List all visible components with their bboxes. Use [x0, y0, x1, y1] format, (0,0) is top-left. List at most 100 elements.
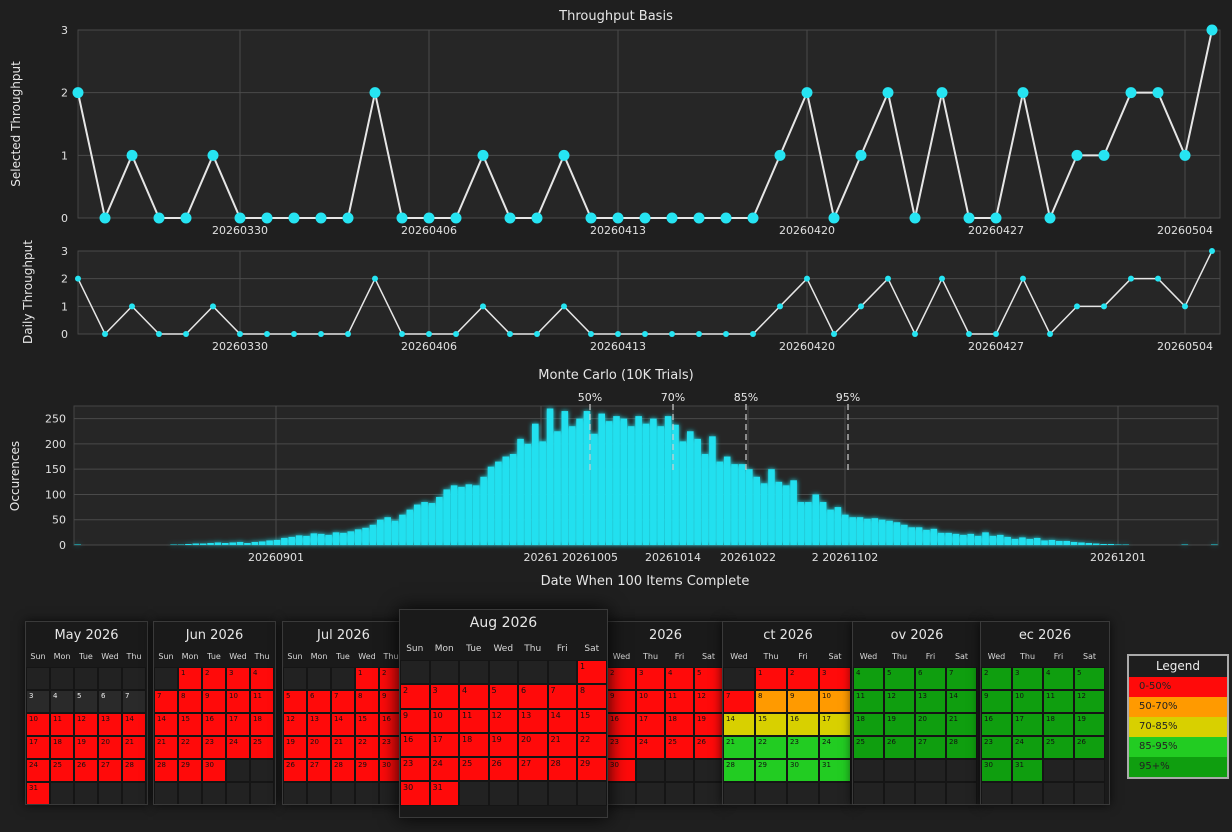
- data-point: [399, 331, 405, 337]
- calendar-weekdays: Sun Mon Tue Wed Thu Fri Sat: [400, 644, 607, 654]
- data-point: [369, 87, 381, 99]
- chart1-title: Throughput Basis: [558, 9, 673, 24]
- weekday-label: Sun: [287, 652, 303, 661]
- calendar-day: [884, 782, 915, 804]
- calendar-weekdays: Sun Mon Tue Wed Thu: [154, 652, 274, 661]
- histogram-bar: [332, 532, 340, 545]
- calendar-day: [74, 782, 98, 804]
- calendar-day: 8: [577, 684, 607, 709]
- histogram-bar: [989, 535, 997, 545]
- calendar-day: 28: [154, 759, 178, 782]
- calendar-day: 14: [946, 690, 977, 713]
- histogram-bar: [310, 533, 318, 545]
- chart3-ylabel: Occurences: [8, 441, 22, 511]
- calendar-day: [122, 667, 146, 690]
- data-point: [75, 275, 81, 282]
- xtick-label: 20260420: [779, 224, 835, 237]
- calendar-day: 19: [74, 736, 98, 759]
- calendar-day: 5: [1074, 667, 1105, 690]
- calendar-day: 20: [518, 732, 548, 758]
- plot-area: [77, 250, 1221, 335]
- histogram-bar: [812, 494, 820, 545]
- data-point: [423, 212, 435, 224]
- calendar-day: 16: [787, 713, 819, 736]
- calendar-day: 20: [98, 736, 122, 759]
- calendar-day: [307, 782, 331, 804]
- calendar-day: [853, 782, 884, 804]
- histogram-bar: [841, 514, 849, 545]
- chart1-yticks: 0 1 2 3: [61, 24, 68, 225]
- data-point: [642, 331, 648, 337]
- calendar-day: [283, 782, 307, 804]
- weekday-label: Tue: [207, 652, 221, 661]
- histogram-bar: [849, 517, 856, 545]
- calendar-day: 21: [723, 736, 755, 759]
- data-point: [1152, 87, 1164, 99]
- data-point: [264, 331, 270, 337]
- ytick-label: 50: [52, 514, 66, 527]
- calendar-day: 17: [1012, 713, 1043, 736]
- histogram-bar: [1041, 540, 1048, 545]
- histogram-bar: [251, 541, 259, 545]
- throughput-basis-chart: Throughput Basis Selected Throughput 0 1 2…: [9, 9, 1221, 237]
- data-point: [1098, 149, 1110, 161]
- histogram-bar: [362, 527, 369, 545]
- data-point: [939, 275, 945, 282]
- data-point: [855, 149, 867, 161]
- calendar-day: [331, 782, 355, 804]
- chart1-series: [72, 24, 1218, 224]
- calendar-day: 30: [981, 759, 1012, 782]
- histogram-bar: [399, 514, 406, 545]
- calendar-day: 20: [915, 713, 946, 736]
- weekday-label: Tue: [466, 644, 482, 654]
- percentile-label: 50%: [578, 391, 602, 404]
- calendar-day: 21: [154, 736, 178, 759]
- legend-item-85-95: 85-95%: [1129, 737, 1227, 757]
- calendar-day: 12: [283, 713, 307, 736]
- histogram-bar: [554, 431, 561, 545]
- histogram-bar: [384, 517, 391, 545]
- data-point: [774, 149, 786, 161]
- calendar-day: 13: [518, 708, 548, 733]
- calendar-day: [946, 759, 977, 782]
- xtick-label: 20260330: [212, 224, 268, 237]
- calendar-day: 11: [665, 690, 694, 713]
- weekday-label: Mon: [53, 652, 71, 661]
- calendar-day: 7: [122, 690, 146, 713]
- data-point: [909, 212, 921, 224]
- xtick-label: 20260330: [212, 340, 268, 353]
- calendar-day: 29: [755, 759, 787, 782]
- calendar-day: 26: [488, 757, 518, 782]
- histogram-bar: [664, 416, 672, 545]
- plot-area: [77, 29, 1221, 219]
- calendar-day: 25: [1043, 736, 1074, 759]
- calendar-day: 7: [723, 690, 755, 713]
- calendar-day: 28: [723, 759, 755, 782]
- histogram-bar: [605, 421, 613, 545]
- calendar-day: [853, 759, 884, 782]
- calendar-day: 10: [1012, 690, 1043, 713]
- ytick-label: 3: [61, 245, 68, 258]
- histogram-bar: [731, 464, 738, 545]
- histogram-bar: [258, 541, 266, 545]
- calendar-day: 1: [577, 660, 607, 685]
- data-point: [153, 212, 165, 224]
- calendar-day: 28: [122, 759, 146, 782]
- data-point: [693, 212, 705, 224]
- calendar-day: 6: [307, 690, 331, 713]
- xtick-label: 20261: [524, 551, 559, 564]
- histogram-bar: [746, 469, 753, 545]
- calendar-day: [1074, 759, 1105, 782]
- calendar-day: 7: [331, 690, 355, 713]
- histogram-bar: [273, 539, 281, 545]
- xtick-label: 20261014: [645, 551, 701, 564]
- chart2-yticks: 0 1 2 3: [61, 245, 68, 341]
- calendar-day: 24: [429, 757, 459, 782]
- data-point: [129, 303, 135, 310]
- calendar-day: 6: [518, 684, 548, 709]
- weekday-label: Thu: [763, 652, 779, 661]
- calendar-day: [1074, 782, 1105, 804]
- calendar-day: [1012, 782, 1043, 804]
- data-point: [561, 303, 567, 310]
